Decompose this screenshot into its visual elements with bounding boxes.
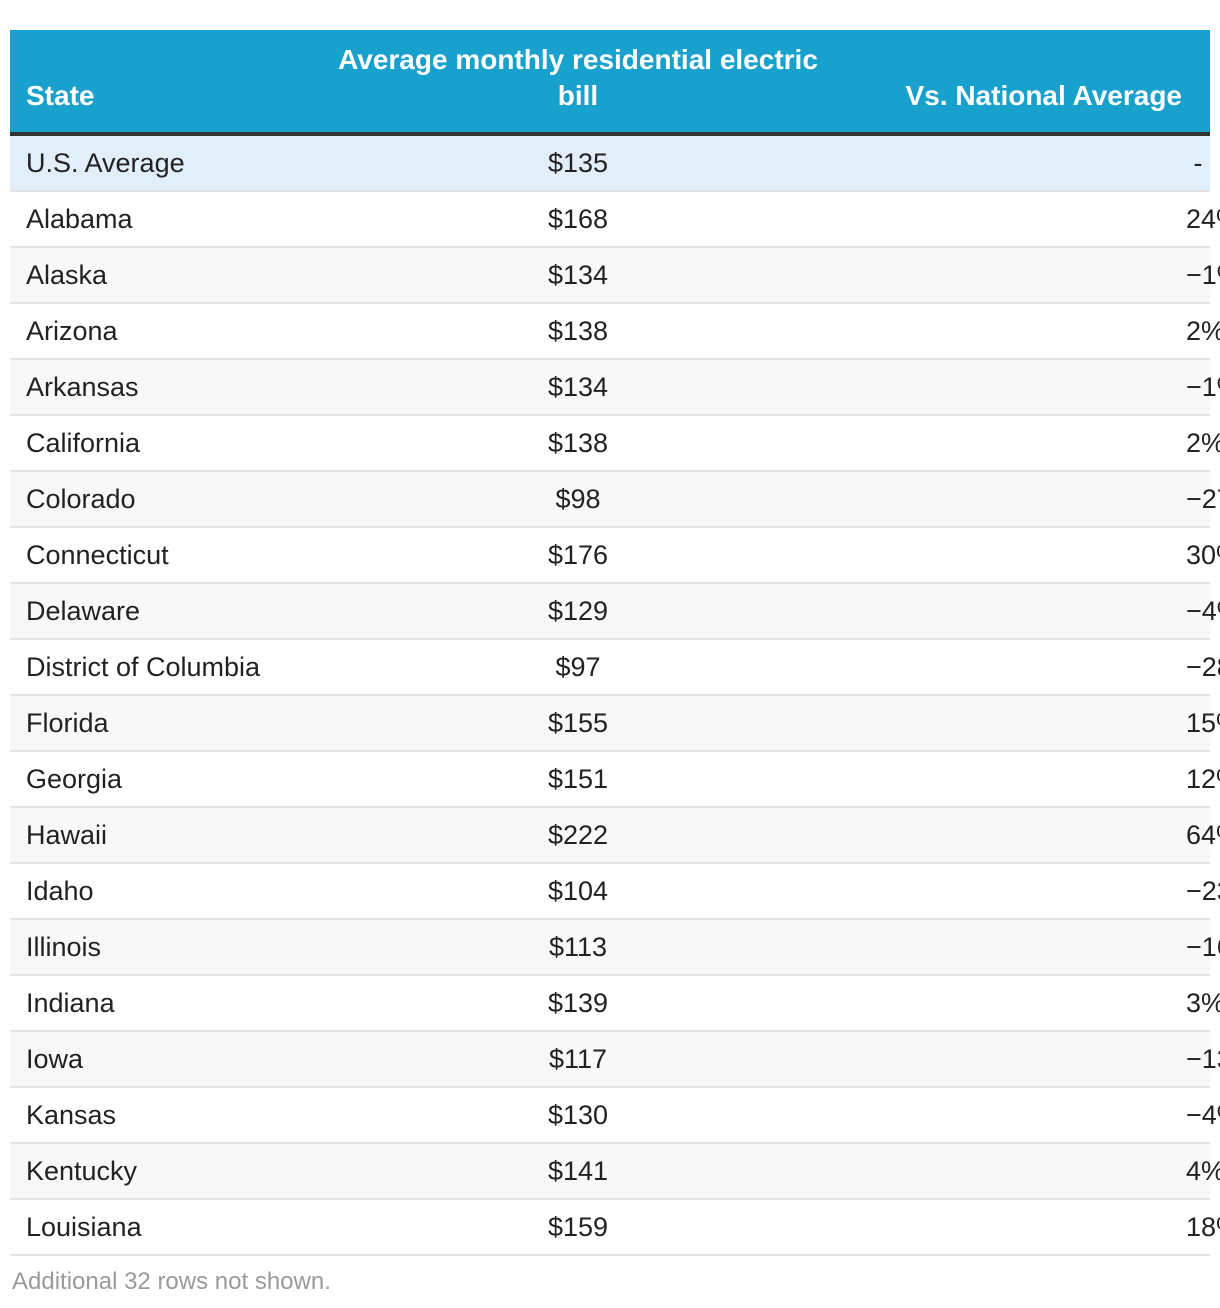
vs-national-average-cell: 18% — [856, 1199, 1220, 1256]
state-cell: Colorado — [10, 471, 300, 528]
vs-national-average-cell: −1% — [856, 247, 1220, 304]
table-row: Idaho$104−23% — [10, 863, 1220, 920]
bill-cell: $134 — [300, 359, 856, 416]
vs-national-average-cell: −4% — [856, 1087, 1220, 1144]
table-body: U.S. Average$135-Alabama$16824%Alaska$13… — [10, 134, 1220, 1256]
state-cell: Connecticut — [10, 527, 300, 584]
bill-cell: $138 — [300, 303, 856, 360]
state-cell: Alabama — [10, 191, 300, 248]
electric-bill-table: State Average monthly residential electr… — [10, 30, 1220, 1256]
bill-cell: $139 — [300, 975, 856, 1032]
bill-cell: $176 — [300, 527, 856, 584]
table-row: Illinois$113−16% — [10, 919, 1220, 976]
column-header-vs-national-average[interactable]: Vs. National Average — [856, 30, 1210, 136]
column-header-bill[interactable]: Average monthly residential electric bil… — [300, 30, 856, 136]
state-cell: Alaska — [10, 247, 300, 304]
vs-national-average-cell: −1% — [856, 359, 1220, 416]
table-row: District of Columbia$97−28% — [10, 639, 1220, 696]
header-row: State Average monthly residential electr… — [10, 30, 1210, 136]
table-row: Colorado$98−27% — [10, 471, 1220, 528]
bill-cell: $98 — [300, 471, 856, 528]
table-row: Kansas$130−4% — [10, 1087, 1220, 1144]
vs-national-average-cell: 3% — [856, 975, 1220, 1032]
table-row: Arkansas$134−1% — [10, 359, 1220, 416]
bill-cell: $117 — [300, 1031, 856, 1088]
bill-cell: $129 — [300, 583, 856, 640]
state-cell: Delaware — [10, 583, 300, 640]
data-table-container: State Average monthly residential electr… — [10, 30, 1220, 1256]
state-cell: Arizona — [10, 303, 300, 360]
bill-cell: $168 — [300, 191, 856, 248]
vs-national-average-cell: - — [856, 134, 1210, 192]
vs-national-average-cell: −4% — [856, 583, 1220, 640]
vs-national-average-cell: 64% — [856, 807, 1220, 864]
state-cell: Kansas — [10, 1087, 300, 1144]
state-cell: Indiana — [10, 975, 300, 1032]
vs-national-average-cell: 12% — [856, 751, 1220, 808]
state-cell: Idaho — [10, 863, 300, 920]
state-cell: District of Columbia — [10, 639, 300, 696]
vs-national-average-cell: −28% — [856, 639, 1220, 696]
bill-cell: $151 — [300, 751, 856, 808]
vs-national-average-cell: −16% — [856, 919, 1220, 976]
bill-cell: $138 — [300, 415, 856, 472]
vs-national-average-cell: −23% — [856, 863, 1220, 920]
bill-cell: $134 — [300, 247, 856, 304]
bill-cell: $113 — [300, 919, 856, 976]
table-header: State Average monthly residential electr… — [10, 30, 1210, 136]
table-row-us-average: U.S. Average $135- — [10, 134, 1210, 192]
vs-national-average-cell: 4% — [856, 1143, 1220, 1200]
bill-cell: $135 — [300, 134, 856, 192]
vs-national-average-cell: 24% — [856, 191, 1220, 248]
bill-cell: $97 — [300, 639, 856, 696]
state-cell: Louisiana — [10, 1199, 300, 1256]
bill-cell: $155 — [300, 695, 856, 752]
state-cell: Georgia — [10, 751, 300, 808]
vs-national-average-cell: 2% — [856, 303, 1220, 360]
bill-cell: $159 — [300, 1199, 856, 1256]
state-cell: Kentucky — [10, 1143, 300, 1200]
vs-national-average-cell: 15% — [856, 695, 1220, 752]
state-cell: Iowa — [10, 1031, 300, 1088]
vs-national-average-cell: −27% — [856, 471, 1220, 528]
state-cell: Florida — [10, 695, 300, 752]
bill-cell: $222 — [300, 807, 856, 864]
vs-national-average-cell: −13% — [856, 1031, 1220, 1088]
state-cell: Hawaii — [10, 807, 300, 864]
vs-national-average-cell: 30% — [856, 527, 1220, 584]
state-cell: U.S. Average — [10, 134, 300, 192]
footnote-rows-not-shown: Additional 32 rows not shown. — [12, 1268, 331, 1295]
vs-national-average-cell: 2% — [856, 415, 1220, 472]
bill-cell: $104 — [300, 863, 856, 920]
table-row: Alaska$134−1% — [10, 247, 1220, 304]
bill-cell: $130 — [300, 1087, 856, 1144]
column-header-state[interactable]: State — [10, 30, 300, 136]
state-cell: Illinois — [10, 919, 300, 976]
table-row: Iowa$117−13% — [10, 1031, 1220, 1088]
state-cell: Arkansas — [10, 359, 300, 416]
table-row: Delaware$129−4% — [10, 583, 1220, 640]
bill-cell: $141 — [300, 1143, 856, 1200]
state-cell: California — [10, 415, 300, 472]
